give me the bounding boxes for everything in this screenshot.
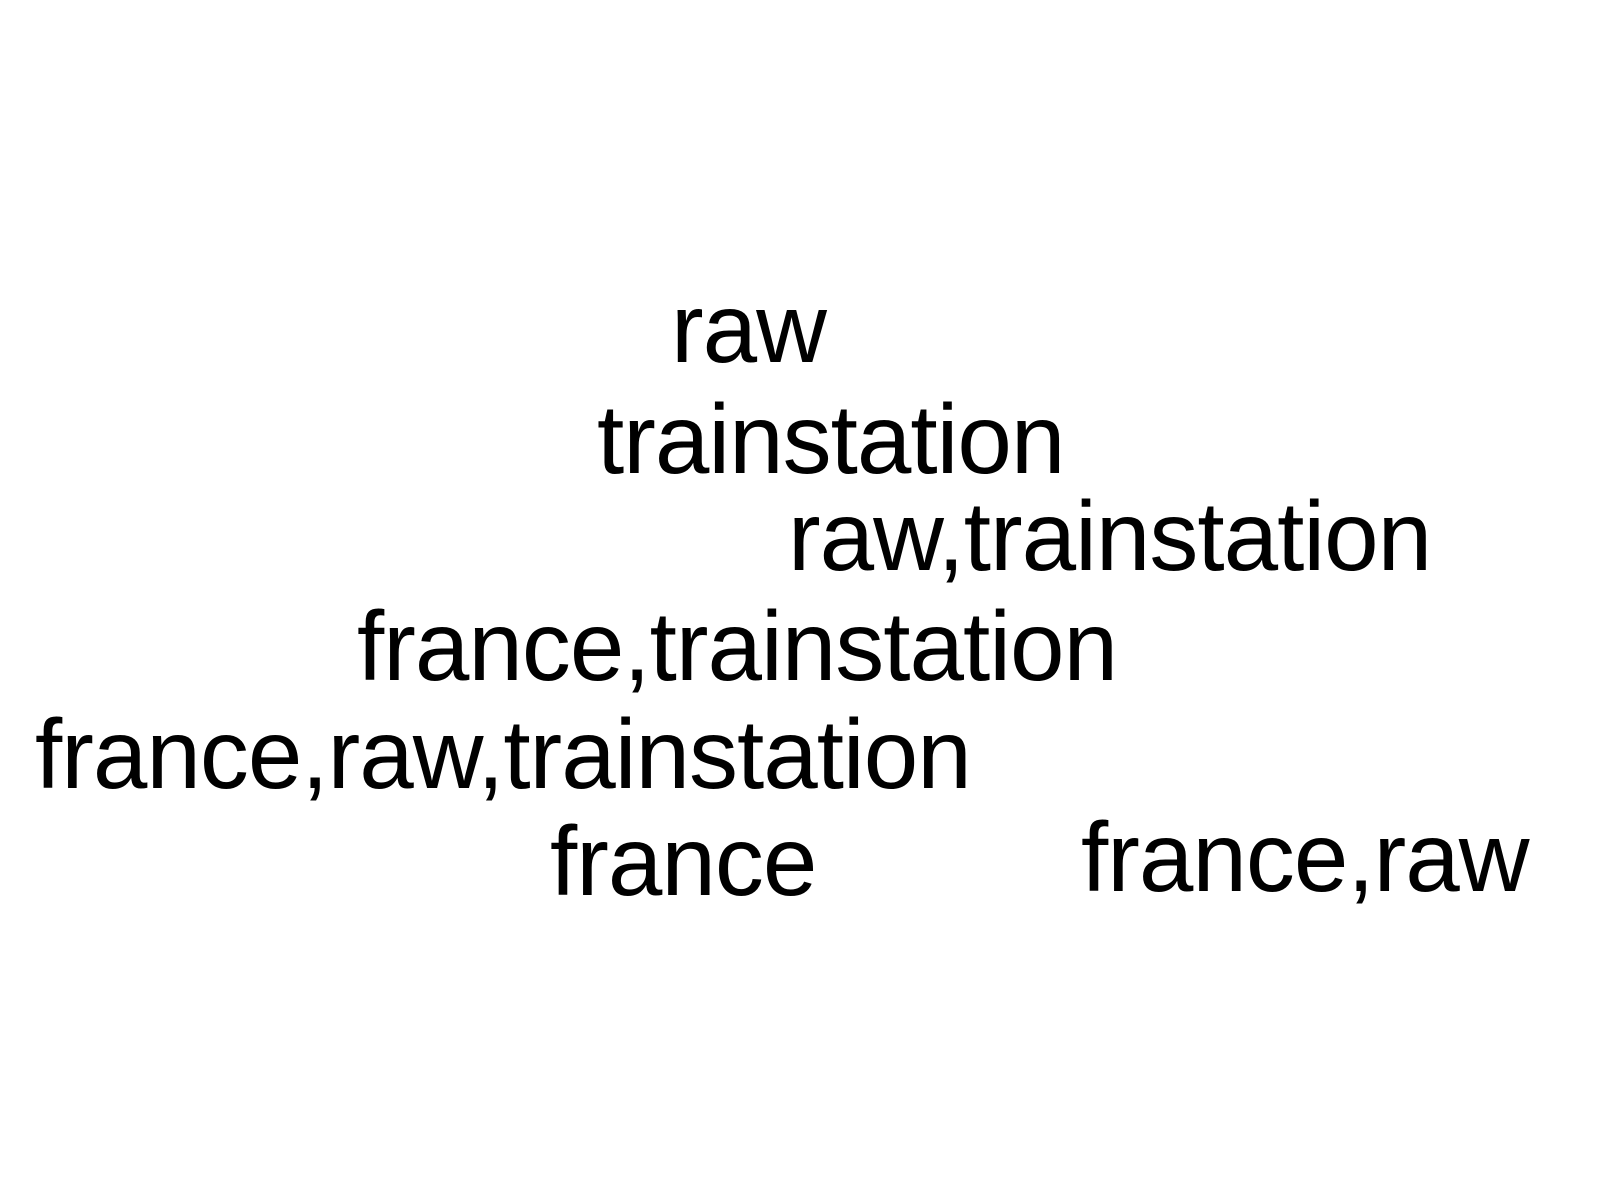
word-label: raw,trainstation bbox=[788, 481, 1432, 591]
word-label: france,raw bbox=[1081, 802, 1530, 912]
word-label: france bbox=[550, 806, 817, 916]
word-label: france,raw,trainstation bbox=[35, 699, 972, 809]
word-label: trainstation bbox=[597, 384, 1065, 494]
word-label: france,trainstation bbox=[357, 591, 1118, 701]
word-label: raw bbox=[671, 273, 827, 383]
